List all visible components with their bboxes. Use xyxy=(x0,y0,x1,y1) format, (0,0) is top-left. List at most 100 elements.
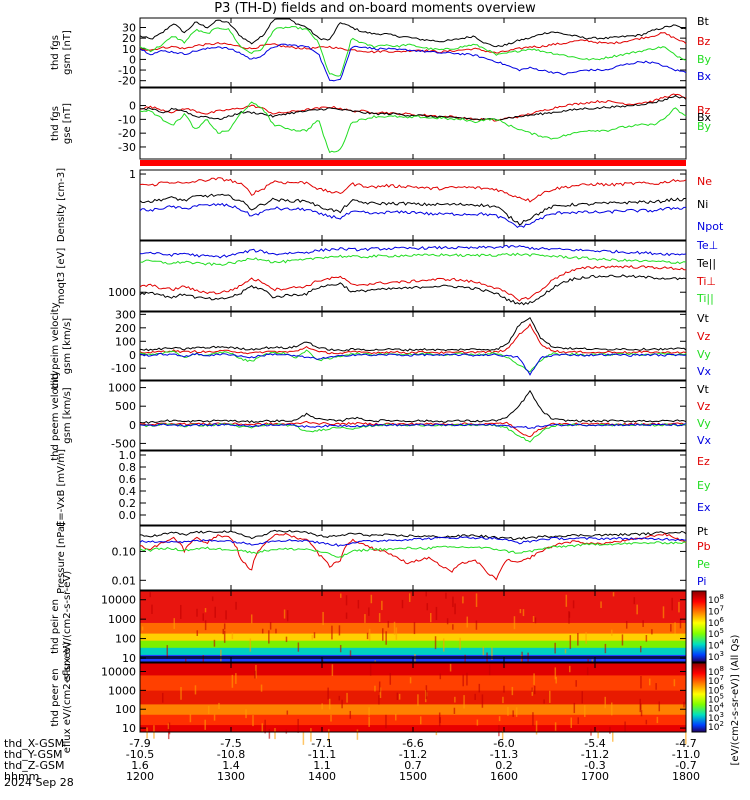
y-tick-label: -30 xyxy=(118,141,136,154)
x-tick-label: -11.2 xyxy=(399,748,427,761)
legend-entry: Bx xyxy=(697,111,712,124)
heatmap-cell xyxy=(573,702,576,714)
panel-frame xyxy=(139,17,687,88)
heatmap-cell xyxy=(533,685,536,695)
heatmap-cell xyxy=(275,628,277,634)
heatmap-cell xyxy=(534,617,537,624)
heatmap-cell xyxy=(511,686,514,696)
heatmap-cell xyxy=(395,713,397,721)
heatmap-cell xyxy=(297,642,300,652)
heatmap-cell xyxy=(366,632,369,640)
y-tick-label: 500 xyxy=(115,400,136,413)
x-tick-label: 1800 xyxy=(672,770,700,783)
heatmap-cell xyxy=(419,716,422,725)
y-axis-label-line: gse [nT] xyxy=(62,103,73,144)
x-tick-label: 0.2 xyxy=(495,759,513,772)
heatmap-cell xyxy=(513,616,516,630)
heatmap-cell xyxy=(658,701,661,712)
series-line-Npot xyxy=(139,202,686,229)
x-tick-label: -0.3 xyxy=(584,759,605,772)
y-tick-label: -20 xyxy=(118,75,136,88)
heatmap-cell xyxy=(286,610,289,622)
x-tick-label: -7.5 xyxy=(220,737,241,750)
x-tick-label: -10.8 xyxy=(217,748,245,761)
heatmap-cell xyxy=(381,600,383,611)
heatmap-cell xyxy=(220,649,222,662)
heatmap-cell xyxy=(274,728,276,740)
heatmap-cell xyxy=(621,634,624,646)
heatmap-cell xyxy=(671,597,673,611)
heatmap-cell xyxy=(218,702,220,709)
heatmap-cell xyxy=(435,606,438,621)
heatmap-cell xyxy=(313,632,316,639)
heatmap-band xyxy=(140,690,686,705)
legend-entry: Bz xyxy=(697,35,711,48)
heatmap-cell xyxy=(454,603,456,615)
heatmap-cell xyxy=(330,714,332,722)
heatmap-cell xyxy=(639,698,642,713)
heatmap-cell xyxy=(339,644,342,653)
heatmap-cell xyxy=(611,629,613,636)
colorbar-label: [eV/(cm2-s-sr-eV)] (All Qs) xyxy=(730,634,741,765)
heatmap-cell xyxy=(194,685,197,695)
panel-9: 10000 1000 100 10 thd peir en eflux eV/(cm2-s… xyxy=(50,571,724,682)
heatmap-cell xyxy=(180,687,182,700)
panel-frame xyxy=(139,311,687,381)
heatmap-cell xyxy=(255,664,257,679)
heatmap-cell xyxy=(678,601,680,613)
series-line-Ni xyxy=(139,193,686,226)
legend-entry: Ey xyxy=(697,479,711,492)
colorbar xyxy=(691,662,707,733)
y-tick-label: 0.2 xyxy=(119,497,137,510)
heatmap-cell xyxy=(462,674,464,687)
legend-entry: Ti⊥ xyxy=(696,275,716,288)
heatmap-cell xyxy=(207,705,210,715)
heatmap-cell xyxy=(310,728,312,742)
x-tick-label: 1500 xyxy=(399,770,427,783)
heatmap-cell xyxy=(168,722,171,735)
heatmap-cell xyxy=(368,707,370,716)
heatmap-cell xyxy=(369,664,372,676)
legend-entry: Npot xyxy=(697,220,724,233)
y-axis-label-line: eflux eV/(cm2-s-sr-eV) xyxy=(62,571,73,682)
heatmap-cell xyxy=(378,695,380,705)
heatmap-cell xyxy=(235,601,237,610)
series-line-By xyxy=(139,25,687,77)
heatmap-cell xyxy=(393,621,396,635)
heatmap-cell xyxy=(327,687,329,700)
heatmap-cell xyxy=(610,702,613,716)
x-tick-label: 1200 xyxy=(126,770,154,783)
legend-entry: Bt xyxy=(697,15,710,28)
y-axis-label-line: thd fgs xyxy=(50,35,61,70)
y-axis-label-line: thd peem velocity xyxy=(50,370,61,461)
panel-4: 1000 moqt3 [eV] Te⊥ Te|| Ti⊥ Ti|| xyxy=(56,239,718,312)
heatmap-cell xyxy=(434,636,437,650)
series-line-Vt xyxy=(139,316,687,352)
heatmap-band xyxy=(140,591,686,624)
series-line-Ti⊥ xyxy=(139,265,686,302)
panel-8: 0.10 0.01 Pressure [nPa] Pt Pb Pe Pi xyxy=(56,522,711,594)
y-tick-label: 0 xyxy=(129,349,136,362)
heatmap-cell xyxy=(577,717,580,725)
heatmap-cell xyxy=(338,695,341,701)
x-tick-label: -5.4 xyxy=(584,737,605,750)
panel-frame xyxy=(139,87,687,160)
heatmap-cell xyxy=(581,691,584,704)
legend-entry: By xyxy=(697,120,712,133)
heatmap-cell xyxy=(413,622,416,635)
heatmap-cell xyxy=(261,628,264,634)
heatmap-cell xyxy=(625,620,628,629)
heatmap-cell xyxy=(302,731,305,745)
heatmap-cell xyxy=(645,635,648,642)
x-tick-label: 1400 xyxy=(308,770,336,783)
y-tick-label: 10000 xyxy=(101,594,136,607)
y-tick-label: 0.0 xyxy=(119,509,137,522)
heatmap-cell xyxy=(569,635,572,649)
series-line-Bz xyxy=(139,93,687,122)
heatmap-cell xyxy=(636,604,638,615)
heatmap-cell xyxy=(656,716,659,724)
heatmap-cell xyxy=(213,714,216,721)
heatmap-cell xyxy=(149,592,151,598)
